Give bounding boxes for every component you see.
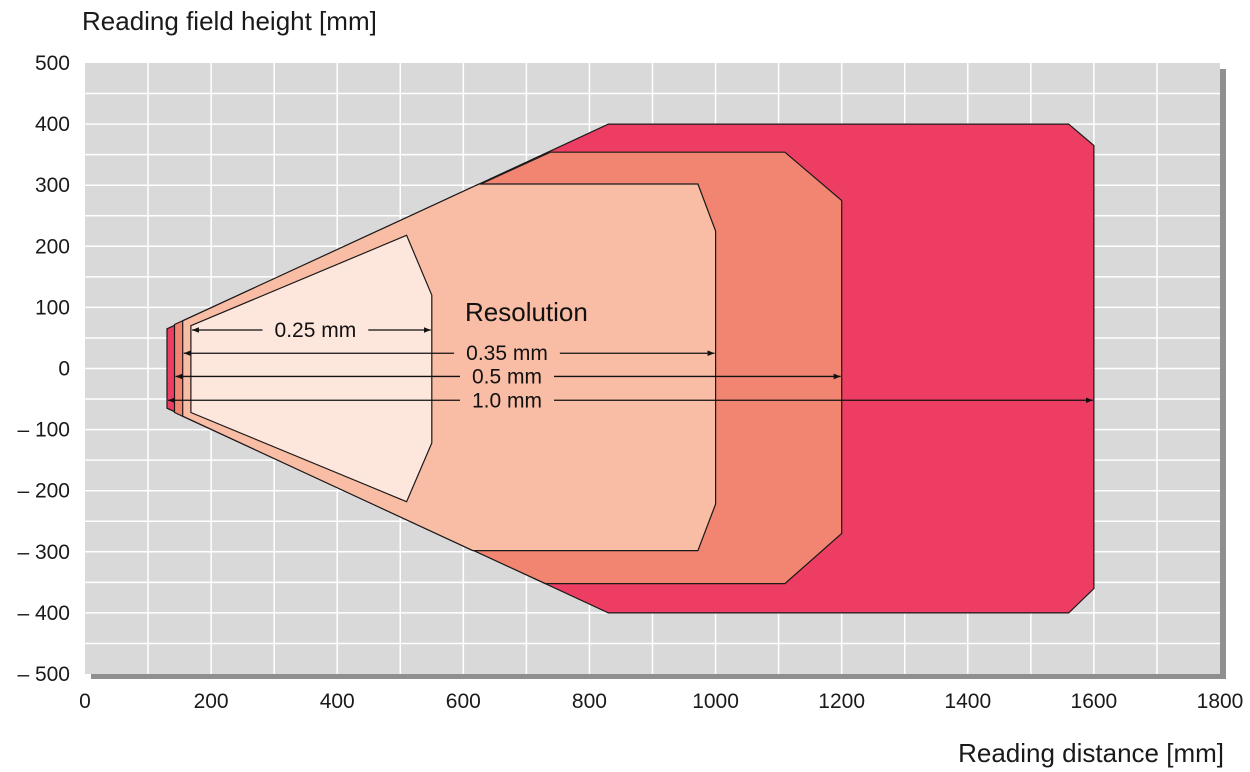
y-tick-label: – 200 (17, 480, 70, 503)
x-tick-label: 600 (446, 690, 481, 713)
resolution-arrows: 1.0 mm0.5 mm0.35 mm 0.25 mm (167, 319, 1093, 412)
x-tick-label: 800 (572, 690, 607, 713)
y-tick-label: 400 (35, 113, 70, 136)
x-tick-label: 0 (79, 690, 91, 713)
y-tick-label: 500 (35, 52, 70, 75)
y-tick-label: – 300 (17, 541, 70, 564)
resolution-label-0-5-mm: 0.5 mm (472, 365, 542, 388)
x-tick-label: 1200 (818, 690, 865, 713)
x-tick-label: 1000 (692, 690, 739, 713)
x-axis-ticks: 0 200 400 600 800 1000 1200 1400 1600 1800 (79, 690, 1243, 713)
x-tick-label: 1400 (944, 690, 991, 713)
x-tick-label: 1600 (1071, 690, 1118, 713)
resolution-zones (166, 123, 1095, 614)
y-axis-ticks: 500 400 300 200 100 0 – 100 – 200 – 300 – 400 – 50… (17, 52, 70, 686)
x-tick-label: 1800 (1197, 690, 1244, 713)
x-tick-label: 200 (194, 690, 229, 713)
x-axis-title: Reading distance [mm] (958, 738, 1224, 768)
y-tick-label: 0 (58, 358, 70, 381)
resolution-label-1-0-mm: 1.0 mm (472, 389, 542, 412)
x-tick-label: 400 (320, 690, 355, 713)
zone-0-25-mm (190, 234, 433, 503)
y-axis-title: Reading field height [mm] (82, 6, 377, 36)
y-tick-label: – 100 (17, 419, 70, 442)
resolution-legend-title: Resolution (465, 297, 588, 327)
y-tick-label: 100 (35, 296, 70, 319)
y-tick-label: 300 (35, 174, 70, 197)
y-tick-label: – 500 (17, 663, 70, 686)
resolution-label-0-25-mm: 0.25 mm (275, 319, 357, 342)
y-tick-label: – 400 (17, 602, 70, 625)
resolution-label-0-35-mm: 0.35 mm (466, 342, 548, 365)
y-tick-label: 200 (35, 235, 70, 258)
